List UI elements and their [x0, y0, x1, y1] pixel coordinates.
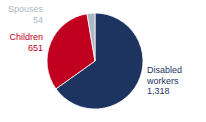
svg-text:Spouses54: Spouses54: [8, 5, 44, 26]
svg-text:Children651: Children651: [9, 33, 43, 54]
svg-text:Disabledworkers1,318: Disabledworkers1,318: [146, 66, 182, 97]
